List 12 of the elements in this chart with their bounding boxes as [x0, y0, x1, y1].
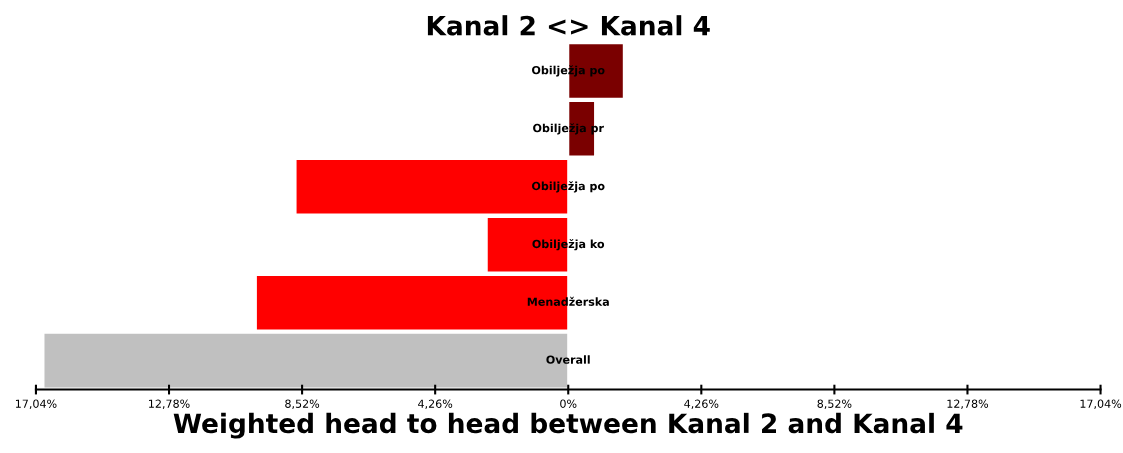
chart-title: Kanal 2 <> Kanal 4: [427, 15, 710, 36]
x-tick-label: 12,78%: [149, 399, 190, 410]
x-tick-label: 0%: [560, 399, 577, 408]
x-tick-label: 8,52%: [817, 399, 852, 410]
x-tick-label: 17,04%: [15, 399, 57, 410]
y-tick-label: Overall: [546, 355, 590, 364]
x-tick-label: 8,52%: [285, 399, 320, 410]
x-tick-label: 12,78%: [947, 399, 989, 410]
x-tick-label: 4,26%: [684, 399, 719, 410]
x-tick-label: 4,26%: [418, 399, 453, 410]
x-axis-title: Weighted head to head between Kanal 2 and Kanal 4: [173, 412, 963, 439]
x-tick-label: 17,04%: [1080, 399, 1122, 410]
